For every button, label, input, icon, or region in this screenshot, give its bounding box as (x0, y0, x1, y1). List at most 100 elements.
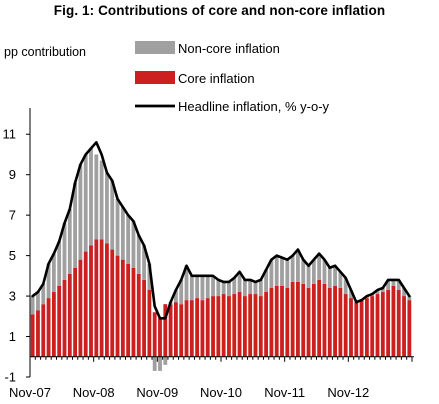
core-bar (221, 294, 226, 357)
core-bar (349, 298, 353, 357)
core-bar (142, 279, 146, 357)
core-bar (211, 296, 215, 357)
bars-group (30, 148, 412, 371)
noncore-bar (147, 263, 152, 291)
noncore-bar (36, 292, 40, 311)
y-tick-label: 11 (3, 127, 17, 142)
core-bar (200, 300, 205, 357)
core-bar (380, 292, 385, 357)
core-bar (83, 251, 88, 357)
core-bar (126, 263, 131, 357)
noncore-bar (290, 255, 295, 282)
noncore-bar (227, 281, 231, 297)
core-bar (364, 298, 369, 357)
noncore-bar (248, 279, 253, 295)
core-bar (163, 304, 168, 357)
core-bar (306, 287, 311, 357)
x-tick-label: Nov-11 (264, 385, 305, 400)
noncore-bar (30, 296, 35, 315)
noncore-bar (41, 283, 46, 305)
legend-label-core: Core inflation (178, 71, 255, 86)
noncore-bar (311, 259, 316, 284)
noncore-bar (189, 275, 194, 301)
noncore-bar (237, 271, 242, 293)
core-bar (147, 290, 152, 357)
noncore-bar (264, 269, 269, 293)
noncore-bar (343, 277, 348, 295)
core-bar (359, 300, 364, 357)
noncore-bar (152, 356, 157, 371)
core-bar (179, 304, 184, 357)
core-bar (30, 314, 35, 357)
noncore-bar (136, 235, 141, 274)
core-bar (227, 296, 231, 357)
noncore-bar (221, 281, 226, 295)
noncore-bar (205, 275, 210, 299)
noncore-bar (280, 257, 284, 286)
y-tick-label: 1 (9, 329, 16, 344)
core-bar (105, 243, 109, 357)
noncore-bar (301, 259, 306, 284)
core-bar (242, 296, 247, 357)
core-bar (94, 239, 99, 357)
noncore-bar (380, 287, 385, 293)
core-bar (407, 300, 412, 357)
core-bar (41, 304, 46, 357)
x-tick-label: Nov-08 (73, 385, 115, 400)
noncore-bar (306, 265, 311, 288)
legend-swatch-noncore (135, 41, 175, 54)
noncore-bar (67, 209, 72, 274)
noncore-bar (57, 241, 62, 286)
noncore-bar (46, 263, 51, 299)
noncore-bar (179, 279, 184, 305)
x-tick-label: Nov-10 (200, 385, 242, 400)
y-tick-label: 7 (9, 208, 16, 223)
noncore-bar (115, 198, 120, 256)
noncore-bar (402, 287, 406, 297)
core-bar (78, 259, 83, 357)
noncore-bar (126, 215, 131, 264)
chart-title: Fig. 1: Contributions of core and non-co… (53, 3, 386, 18)
noncore-bar (200, 275, 205, 301)
noncore-bar (163, 356, 168, 365)
core-bar (290, 281, 295, 357)
core-bar (99, 239, 104, 357)
noncore-bar (110, 180, 115, 250)
noncore-bar (253, 281, 258, 295)
core-bar (51, 292, 56, 357)
noncore-bar (391, 279, 396, 286)
core-bar (57, 285, 62, 357)
y-tick-label: 3 (9, 289, 16, 304)
core-bar (317, 279, 322, 357)
x-tick-label: Nov-09 (136, 385, 178, 400)
core-bar (327, 287, 332, 357)
core-bar (258, 296, 263, 357)
noncore-bar (274, 255, 279, 286)
noncore-bar (105, 172, 109, 244)
core-bar (402, 296, 406, 357)
noncore-bar (232, 277, 237, 295)
noncore-bar (338, 271, 343, 288)
headline-inflation-line (31, 141, 411, 320)
core-bar (205, 298, 210, 357)
noncore-bar (62, 223, 67, 280)
legend-label-noncore: Non-core inflation (178, 41, 280, 56)
axes-group: -1 1 3 5 7 9 11 Nov-07 Nov-08 Nov-09 Nov-10 Nov-11 N… (3, 108, 414, 400)
core-bar (62, 279, 67, 357)
core-bar (131, 267, 136, 357)
y-tick-label: 5 (9, 248, 16, 263)
noncore-bar (327, 267, 332, 288)
noncore-bar (216, 279, 221, 297)
x-tick-label: Nov-07 (9, 385, 51, 400)
noncore-bar (94, 154, 99, 240)
noncore-bar (333, 265, 337, 286)
noncore-bar (317, 253, 322, 280)
noncore-bar (407, 296, 412, 301)
core-bar (152, 312, 157, 357)
y-tick-label: 9 (9, 167, 16, 182)
noncore-bar (120, 207, 125, 260)
core-bar (311, 283, 316, 357)
core-bar (168, 304, 173, 357)
core-bar (375, 294, 380, 357)
noncore-bar (322, 259, 327, 284)
